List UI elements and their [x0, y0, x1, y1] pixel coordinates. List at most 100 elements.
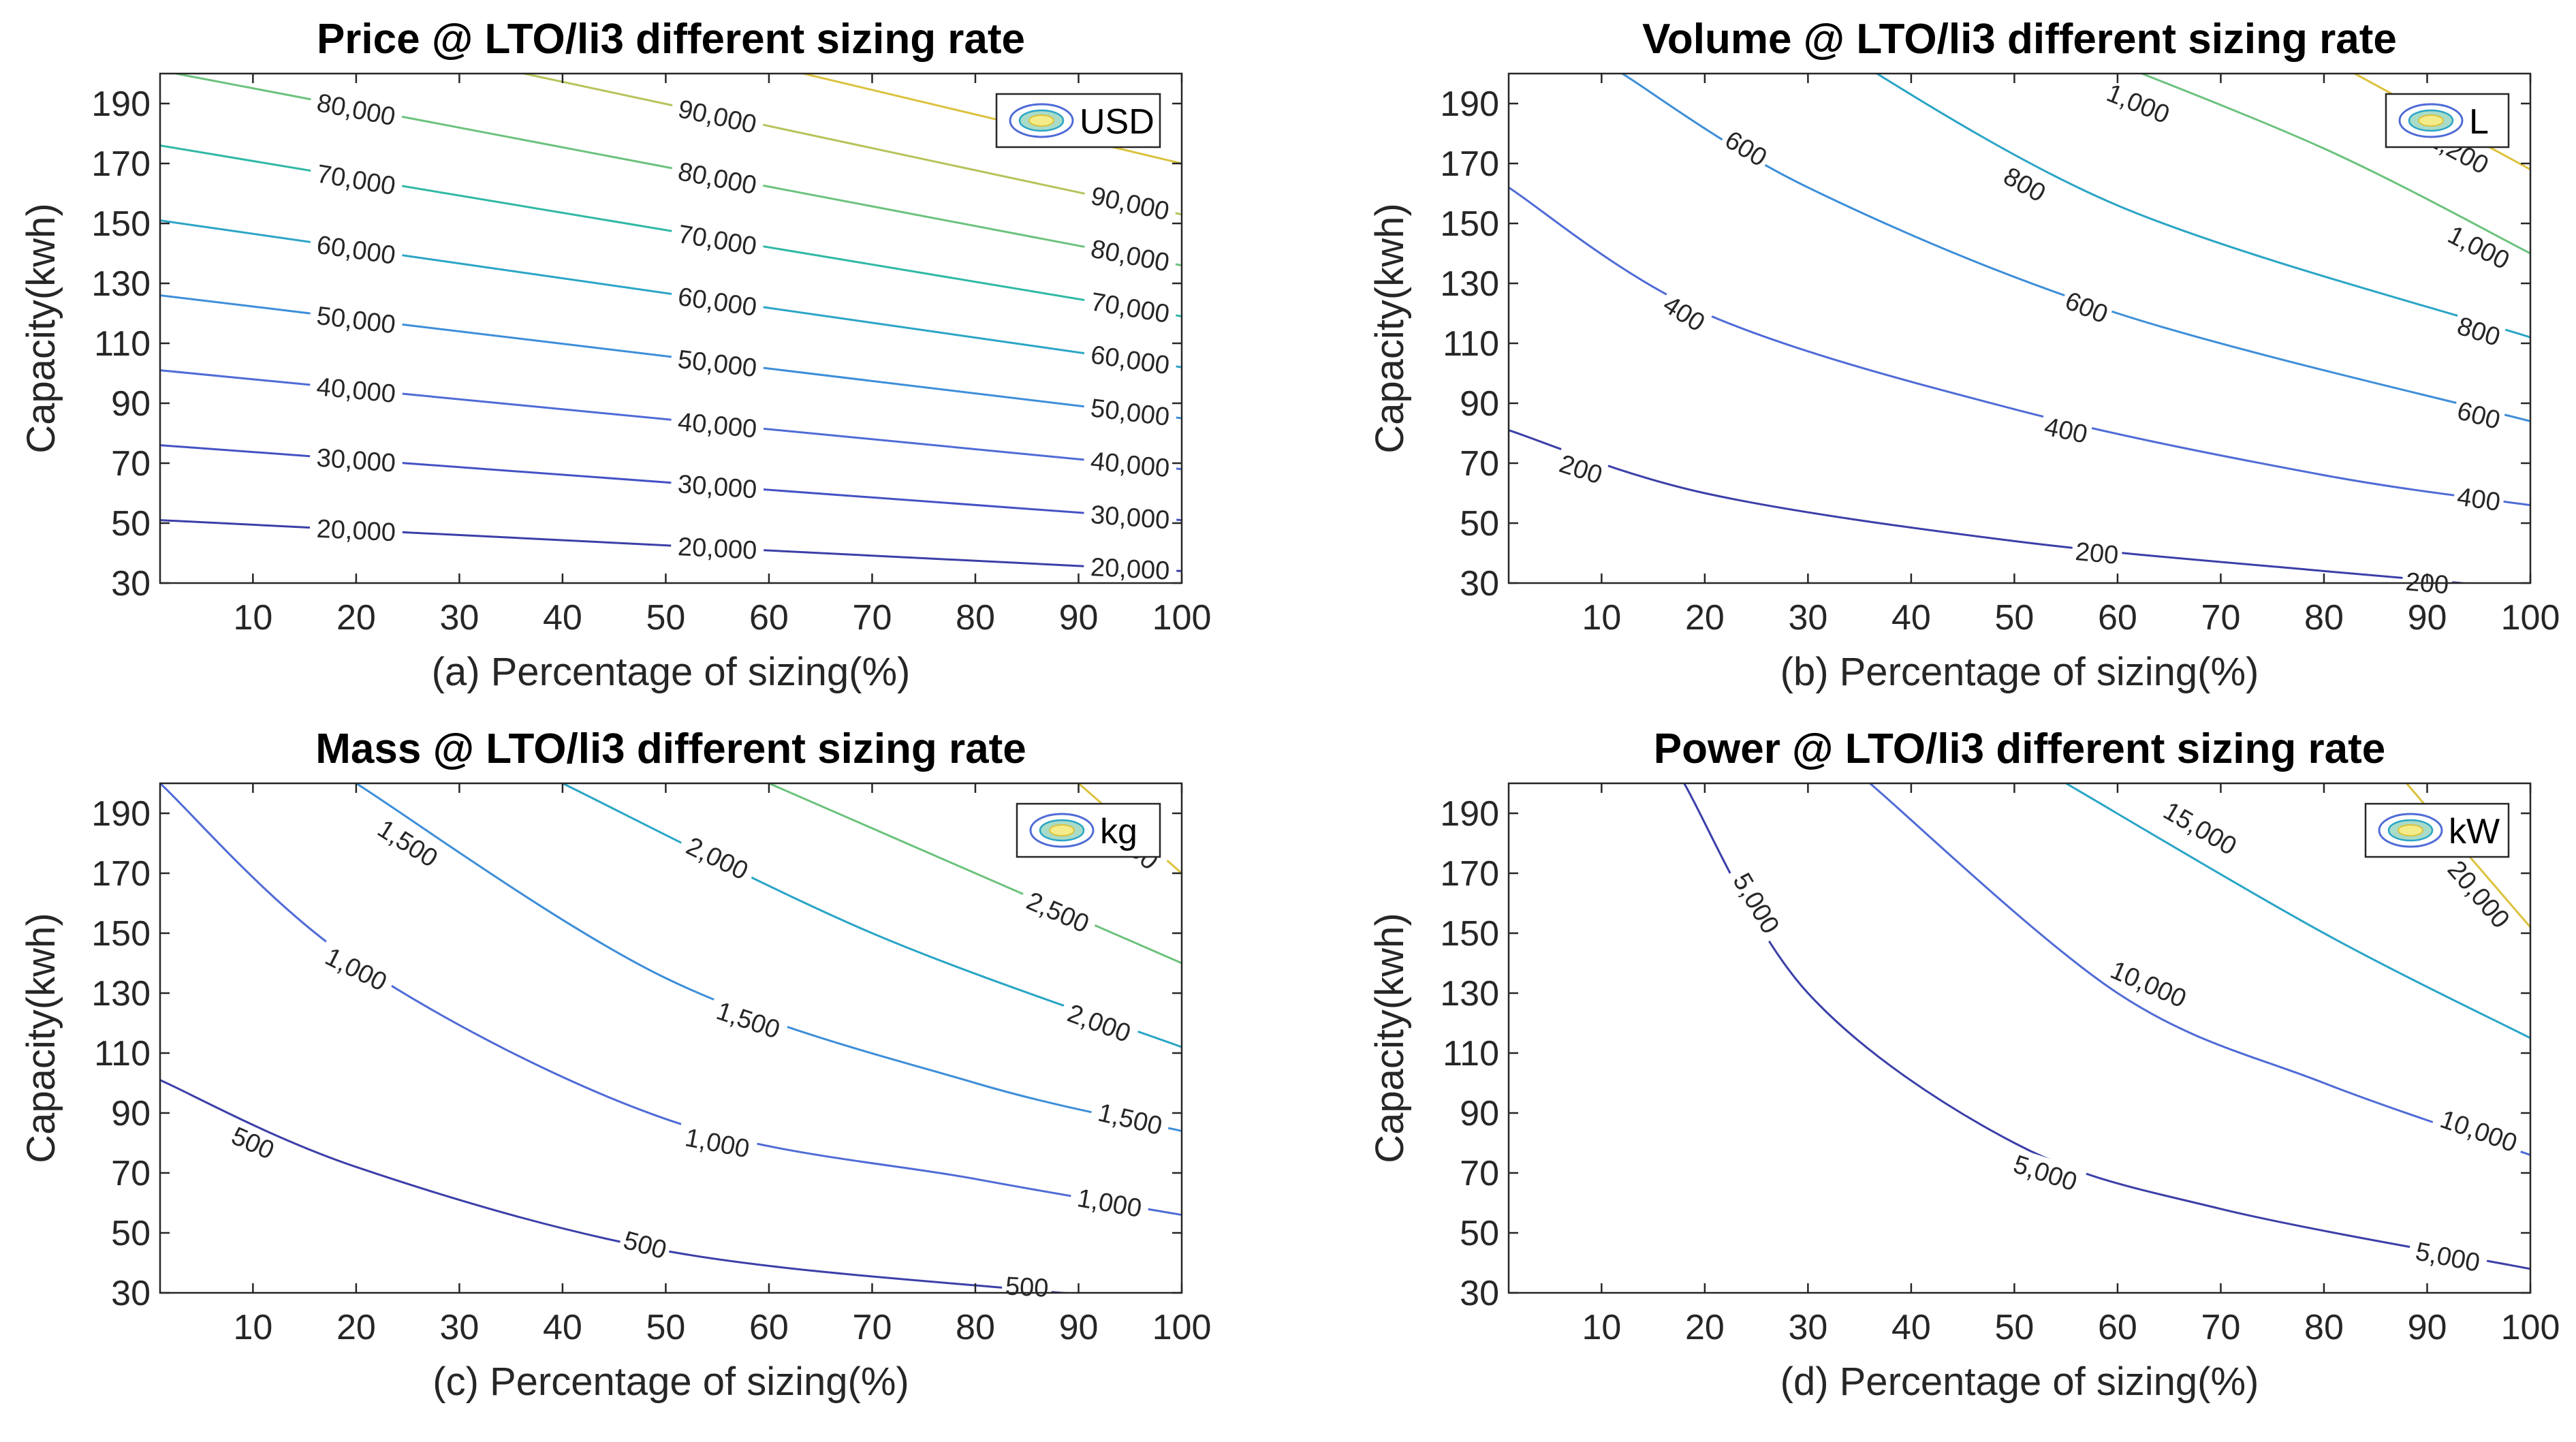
contour-label-5000: 5,000: [2004, 1146, 2088, 1197]
x-tick-label: 60: [749, 598, 789, 638]
contour-label-80000: 80,000: [308, 86, 405, 131]
legend: kW: [2364, 802, 2510, 858]
contour-line-800: [1874, 74, 2530, 339]
x-tick-label: 90: [1059, 1308, 1099, 1347]
contour-label-60000: 60,000: [1082, 338, 1178, 380]
x-tick-label: 100: [2501, 1308, 2560, 1347]
svg-text:60,000: 60,000: [315, 231, 397, 270]
svg-text:5,000: 5,000: [2413, 1238, 2482, 1278]
svg-text:1,500: 1,500: [713, 997, 784, 1044]
axes-box: [159, 782, 1183, 1294]
svg-text:70,000: 70,000: [676, 220, 759, 262]
y-axis-label: Capacity(kwh): [19, 203, 63, 453]
x-tick-label: 10: [1582, 1308, 1621, 1347]
x-axis-label: (d) Percentage of sizing(%): [1780, 1360, 2259, 1404]
contour-label-20000: 20,000: [1083, 551, 1178, 586]
y-tick-label: 50: [111, 504, 151, 544]
chart-panel-4: Power @ LTO/li3 different sizing rate 5,0…: [1368, 725, 2560, 1404]
chart-panel-3: Mass @ LTO/li3 different sizing rate 500 5…: [19, 725, 1211, 1404]
x-tick-label: 50: [1995, 598, 2035, 638]
x-tick-label: 80: [956, 598, 995, 638]
x-tick-label: 70: [853, 1308, 892, 1347]
svg-text:2,000: 2,000: [1064, 999, 1135, 1048]
x-tick-label: 100: [2501, 598, 2560, 638]
legend-contour-icon: [2378, 813, 2443, 848]
x-tick-label: 50: [646, 1308, 686, 1347]
x-tick-label: 20: [1685, 1308, 1725, 1347]
svg-text:800: 800: [2453, 312, 2503, 352]
y-tick-label: 110: [94, 1034, 151, 1073]
svg-text:60,000: 60,000: [1089, 341, 1172, 380]
x-tick-label: 90: [2408, 598, 2447, 638]
contour-label-40000: 40,000: [1082, 445, 1178, 483]
axes-box: [1507, 782, 2532, 1294]
svg-text:1,500: 1,500: [1095, 1099, 1165, 1141]
x-tick-label: 80: [2304, 1308, 2344, 1347]
y-tick-label: 170: [91, 854, 151, 894]
y-tick-label: 110: [1443, 1034, 1499, 1073]
svg-text:70,000: 70,000: [1088, 287, 1172, 329]
x-tick-label: 10: [233, 1308, 272, 1347]
contour-label-10000: 10,000: [2431, 1101, 2528, 1158]
x-tick-label: 30: [1788, 598, 1827, 638]
contour-label-500: 500: [1001, 1270, 1053, 1303]
x-tick-label: 80: [2304, 598, 2344, 638]
contour-label-800: 800: [1996, 159, 2054, 208]
svg-text:30,000: 30,000: [1090, 501, 1171, 535]
y-tick-label: 30: [1460, 564, 1499, 604]
y-tick-label: 70: [1460, 1154, 1499, 1193]
x-tick-label: 70: [853, 598, 892, 638]
contour-label-400: 400: [1656, 287, 1714, 338]
y-tick-label: 90: [1460, 384, 1499, 424]
y-axis-label: Capacity(kwh): [1368, 203, 1412, 453]
x-tick-label: 40: [1891, 598, 1931, 638]
contour-label-10000: 10,000: [2101, 952, 2197, 1014]
svg-text:5,000: 5,000: [1727, 868, 1785, 939]
legend-contour-icon: [1009, 103, 1074, 138]
contour-label-20000: 20,000: [2439, 849, 2521, 938]
svg-text:20,000: 20,000: [677, 533, 757, 565]
contour-line-15000: [2065, 783, 2530, 1039]
y-tick-label: 130: [1440, 974, 1499, 1014]
contour-label-60000: 60,000: [670, 280, 766, 322]
y-tick-label: 130: [1440, 264, 1499, 304]
y-tick-label: 150: [1440, 204, 1499, 244]
legend: kg: [1016, 802, 1161, 858]
x-axis-label: (c) Percentage of sizing(%): [433, 1360, 909, 1404]
svg-text:50,000: 50,000: [1089, 394, 1171, 432]
y-tick-label: 170: [1440, 854, 1499, 894]
x-tick-label: 20: [336, 598, 376, 638]
contour-label-50000: 50,000: [670, 343, 766, 383]
contour-label-1000: 1,000: [676, 1120, 759, 1164]
svg-text:1,500: 1,500: [373, 815, 443, 873]
x-tick-label: 10: [1582, 598, 1621, 638]
contour-label-30000: 30,000: [1083, 499, 1178, 535]
y-tick-label: 90: [1460, 1094, 1499, 1133]
contour-label-1500: 1,500: [1089, 1095, 1172, 1141]
svg-text:20,000: 20,000: [1090, 553, 1170, 586]
y-tick-label: 90: [111, 384, 151, 424]
svg-text:400: 400: [2455, 482, 2502, 517]
contour-label-30000: 30,000: [670, 468, 765, 505]
x-tick-label: 80: [956, 1308, 995, 1347]
x-tick-label: 30: [439, 1308, 479, 1347]
svg-text:80,000: 80,000: [1088, 235, 1172, 278]
contour-label-600: 600: [2451, 394, 2507, 435]
contour-label-70000: 70,000: [308, 157, 405, 201]
contour-label-600: 600: [2058, 284, 2116, 330]
x-tick-label: 50: [646, 598, 686, 638]
svg-text:500: 500: [621, 1226, 670, 1265]
x-tick-label: 70: [2201, 598, 2241, 638]
contour-label-90000: 90,000: [669, 92, 766, 140]
y-tick-label: 30: [1460, 1274, 1499, 1313]
contour-label-90000: 90,000: [1082, 178, 1179, 226]
svg-text:1,000: 1,000: [321, 943, 392, 997]
contour-label-70000: 70,000: [670, 217, 766, 262]
legend-contour-icon: [1029, 813, 1095, 848]
contour-line-1000: [2139, 74, 2530, 255]
svg-text:1,000: 1,000: [2103, 79, 2173, 130]
contour-label-20000: 20,000: [309, 513, 403, 547]
contour-line-10000: [1869, 783, 2530, 1157]
svg-text:15,000: 15,000: [2158, 797, 2242, 862]
